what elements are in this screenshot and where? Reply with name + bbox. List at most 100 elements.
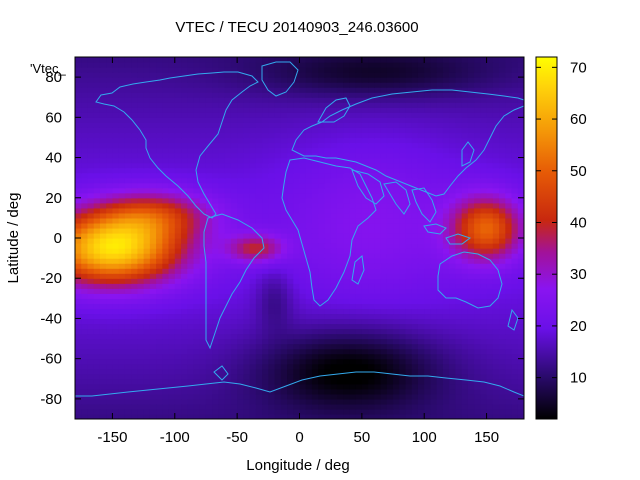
heatmap-cell	[474, 268, 481, 274]
heatmap-cell	[224, 238, 232, 244]
heatmap-cell	[143, 222, 151, 229]
heatmap-cell	[124, 308, 132, 315]
heatmap-cell	[442, 122, 450, 128]
heatmap-cell	[330, 107, 338, 113]
heatmap-cell	[87, 268, 95, 274]
heatmap-cell	[75, 222, 82, 229]
heatmap-cell	[386, 398, 394, 405]
heatmap-cell	[162, 132, 170, 139]
heatmap-cell	[174, 243, 182, 249]
heatmap-cell	[181, 92, 188, 98]
heatmap-cell	[224, 268, 232, 274]
heatmap-cell	[249, 137, 257, 144]
heatmap-cell	[124, 132, 132, 139]
heatmap-cell	[168, 82, 176, 88]
heatmap-cell	[467, 172, 475, 179]
heatmap-cell	[249, 197, 257, 204]
heatmap-cell	[336, 343, 344, 350]
heatmap-cell	[162, 348, 170, 355]
heatmap-cell	[411, 187, 419, 194]
heatmap-cell	[311, 308, 319, 315]
heatmap-cell	[399, 248, 407, 254]
heatmap-cell	[455, 187, 463, 194]
heatmap-cell	[237, 348, 244, 355]
heatmap-cell	[293, 217, 301, 224]
heatmap-cell	[262, 142, 269, 149]
heatmap-cell	[199, 157, 207, 164]
heatmap-cell	[361, 333, 369, 340]
heatmap-cell	[118, 398, 126, 405]
heatmap-cell	[411, 122, 419, 128]
heatmap-cell	[205, 408, 213, 415]
heatmap-cell	[81, 122, 89, 128]
heatmap-cell	[274, 348, 282, 355]
heatmap-cell	[287, 353, 294, 360]
heatmap-cell	[137, 147, 145, 154]
heatmap-cell	[386, 182, 394, 189]
heatmap-cell	[230, 268, 238, 274]
heatmap-cell	[274, 353, 282, 360]
heatmap-cell	[467, 403, 475, 410]
heatmap-cell	[474, 328, 481, 335]
heatmap-cell	[517, 197, 524, 204]
heatmap-cell	[243, 328, 251, 335]
heatmap-cell	[517, 162, 524, 169]
heatmap-cell	[517, 283, 524, 289]
heatmap-cell	[355, 87, 363, 93]
heatmap-cell	[268, 137, 276, 144]
heatmap-cell	[336, 107, 344, 113]
heatmap-cell	[137, 248, 145, 254]
heatmap-cell	[137, 238, 145, 244]
heatmap-cell	[474, 227, 481, 234]
heatmap-cell	[118, 413, 126, 419]
heatmap-cell	[93, 92, 101, 98]
heatmap-cell	[393, 363, 400, 370]
heatmap-cell	[467, 373, 475, 380]
heatmap-cell	[131, 167, 138, 174]
heatmap-cell	[280, 127, 288, 134]
heatmap-cell	[262, 263, 269, 269]
heatmap-cell	[262, 122, 269, 128]
heatmap-cell	[168, 363, 176, 370]
heatmap-cell	[417, 127, 425, 134]
heatmap-cell	[368, 263, 375, 269]
heatmap-cell	[87, 197, 95, 204]
heatmap-cell	[311, 92, 319, 98]
heatmap-cell	[124, 383, 132, 390]
heatmap-cell	[237, 117, 244, 123]
heatmap-cell	[424, 192, 432, 199]
heatmap-cell	[293, 97, 301, 103]
heatmap-cell	[199, 403, 207, 410]
heatmap-cell	[268, 278, 276, 284]
heatmap-cell	[492, 268, 500, 274]
heatmap-cell	[380, 333, 388, 340]
heatmap-cell	[75, 278, 82, 284]
heatmap-cell	[124, 348, 132, 355]
heatmap-cell	[199, 147, 207, 154]
heatmap-cell	[505, 388, 513, 395]
heatmap-cell	[517, 398, 524, 405]
heatmap-cell	[318, 217, 326, 224]
heatmap-cell	[405, 258, 413, 264]
heatmap-cell	[293, 368, 301, 375]
heatmap-cell	[318, 72, 326, 78]
heatmap-cell	[174, 248, 182, 254]
heatmap-cell	[87, 323, 95, 330]
heatmap-cell	[287, 258, 294, 264]
heatmap-cell	[112, 127, 120, 134]
heatmap-cell	[274, 87, 282, 93]
heatmap-cell	[430, 137, 438, 144]
heatmap-cell	[330, 127, 338, 134]
heatmap-cell	[330, 393, 338, 400]
heatmap-cell	[212, 348, 220, 355]
heatmap-cell	[181, 408, 188, 415]
heatmap-cell	[193, 167, 201, 174]
heatmap-cell	[224, 102, 232, 108]
heatmap-cell	[386, 253, 394, 259]
heatmap-cell	[149, 283, 157, 289]
heatmap-cell	[156, 102, 163, 108]
heatmap-cell	[81, 298, 89, 304]
heatmap-cell	[243, 268, 251, 274]
heatmap-cell	[224, 303, 232, 309]
heatmap-cell	[455, 388, 463, 395]
